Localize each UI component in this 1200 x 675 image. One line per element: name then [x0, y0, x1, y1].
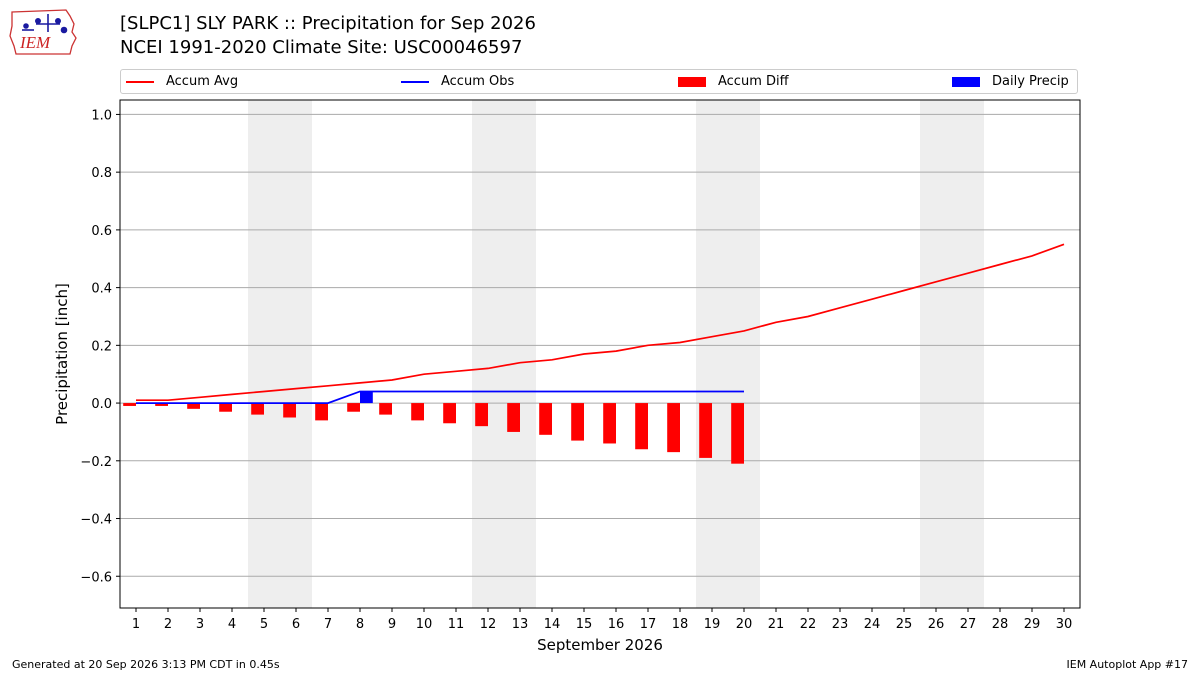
y-tick-label: 0.0	[91, 397, 112, 412]
accum-diff-bar	[315, 403, 328, 421]
x-tick-label: 19	[704, 617, 721, 632]
x-tick-label: 1	[132, 617, 140, 632]
bars	[123, 391, 744, 464]
x-tick-label: 25	[896, 617, 913, 632]
daily-precip-bar	[360, 391, 373, 404]
x-tick-label: 29	[1024, 617, 1041, 632]
x-tick-label: 4	[228, 617, 236, 632]
x-tick-label: 12	[480, 617, 497, 632]
accum-diff-bar	[699, 403, 712, 458]
accum-diff-bar	[251, 403, 264, 415]
legend-swatch-accum-avg	[126, 80, 154, 83]
legend-label-accum-obs: Accum Obs	[441, 74, 515, 89]
y-axis-label: Precipitation [inch]	[53, 283, 71, 425]
y-tick-label: 0.8	[91, 166, 112, 181]
x-tick-label: 24	[864, 617, 881, 632]
x-tick-label: 15	[576, 617, 593, 632]
weekend-shade	[248, 100, 312, 608]
x-tick-label: 26	[928, 617, 945, 632]
y-tick-label: 1.0	[91, 108, 112, 123]
accum-diff-bar	[187, 403, 200, 409]
x-tick-label: 21	[768, 617, 785, 632]
legend-item-accum-diff: Accum Diff	[678, 70, 789, 93]
x-tick-label: 14	[544, 617, 561, 632]
legend-swatch-daily-precip	[952, 76, 980, 87]
x-tick-label: 13	[512, 617, 529, 632]
x-tick-label: 28	[992, 617, 1009, 632]
y-tick-label: −0.2	[80, 455, 112, 470]
accum-diff-bar	[219, 403, 232, 412]
accum-avg-line	[136, 243, 1065, 402]
legend-label-daily-precip: Daily Precip	[992, 74, 1069, 89]
x-tick-label: 27	[960, 617, 977, 632]
accum-diff-bar	[635, 403, 648, 450]
accum-diff-bar	[123, 403, 136, 406]
x-tick-label: 20	[736, 617, 753, 632]
x-tick-label: 11	[448, 617, 465, 632]
x-tick-label: 6	[292, 617, 300, 632]
weather-station-icon	[22, 14, 68, 34]
legend: Accum Avg Accum Obs Accum Diff Daily Pre…	[120, 69, 1078, 94]
y-tick-label: −0.4	[80, 513, 112, 528]
weekend-shade	[472, 100, 536, 608]
y-tick-label: 0.2	[91, 339, 112, 354]
axes: −0.6−0.4−0.20.00.20.40.60.81.01 2 3 4 5 6 7 8 9 1…	[80, 108, 1072, 632]
y-tick-label: 0.4	[91, 282, 112, 297]
x-tick-label: 3	[196, 617, 204, 632]
x-tick-label: 18	[672, 617, 689, 632]
accum-diff-bar	[667, 403, 680, 453]
x-tick-label: 23	[832, 617, 849, 632]
x-axis-label: September 2026	[537, 636, 663, 654]
accum-diff-bar	[347, 403, 360, 412]
accum-diff-bar	[155, 403, 168, 406]
chart-subtitle: NCEI 1991-2020 Climate Site: USC00046597	[120, 37, 523, 58]
footer-app: IEM Autoplot App #17	[1066, 658, 1189, 671]
weekend-shading	[248, 100, 984, 608]
accum-diff-bar	[507, 403, 520, 432]
legend-item-accum-avg: Accum Avg	[126, 70, 238, 93]
x-tick-label: 10	[416, 617, 433, 632]
accum-diff-bar	[411, 403, 424, 421]
x-tick-label: 17	[640, 617, 657, 632]
legend-label-accum-avg: Accum Avg	[166, 74, 239, 89]
logo-text: IEM	[19, 33, 51, 52]
legend-item-daily-precip: Daily Precip	[952, 70, 1069, 93]
iem-logo: IEM	[9, 9, 77, 55]
x-tick-label: 9	[388, 617, 396, 632]
weekend-shade	[696, 100, 760, 608]
legend-label-accum-diff: Accum Diff	[718, 74, 789, 89]
y-tick-label: −0.6	[80, 570, 112, 585]
series-lines	[136, 243, 1065, 404]
accum-diff-bar	[571, 403, 584, 441]
accum-diff-bar	[443, 403, 456, 424]
x-tick-label: 16	[608, 617, 625, 632]
x-tick-label: 5	[260, 617, 268, 632]
x-tick-label: 2	[164, 617, 172, 632]
accum-diff-bar	[379, 403, 392, 415]
legend-swatch-accum-diff	[678, 76, 706, 87]
y-tick-label: 0.6	[91, 224, 112, 239]
accum-diff-bar	[475, 403, 488, 427]
accum-obs-line	[136, 390, 744, 404]
footer-generated: Generated at 20 Sep 2026 3:13 PM CDT in …	[12, 658, 280, 671]
legend-item-accum-obs: Accum Obs	[401, 70, 514, 93]
x-tick-label: 30	[1056, 617, 1073, 632]
x-tick-label: 22	[800, 617, 817, 632]
accum-diff-bar	[539, 403, 552, 435]
gridlines	[120, 113, 1080, 577]
weekend-shade	[920, 100, 984, 608]
accum-diff-bar	[283, 403, 296, 418]
accum-diff-bar	[603, 403, 616, 444]
plot-frame	[119, 99, 1081, 609]
accum-diff-bar	[731, 403, 744, 464]
legend-swatch-accum-obs	[401, 80, 429, 83]
x-tick-label: 8	[356, 617, 364, 632]
x-tick-label: 7	[324, 617, 332, 632]
chart-title: [SLPC1] SLY PARK :: Precipitation for Se…	[120, 13, 536, 34]
